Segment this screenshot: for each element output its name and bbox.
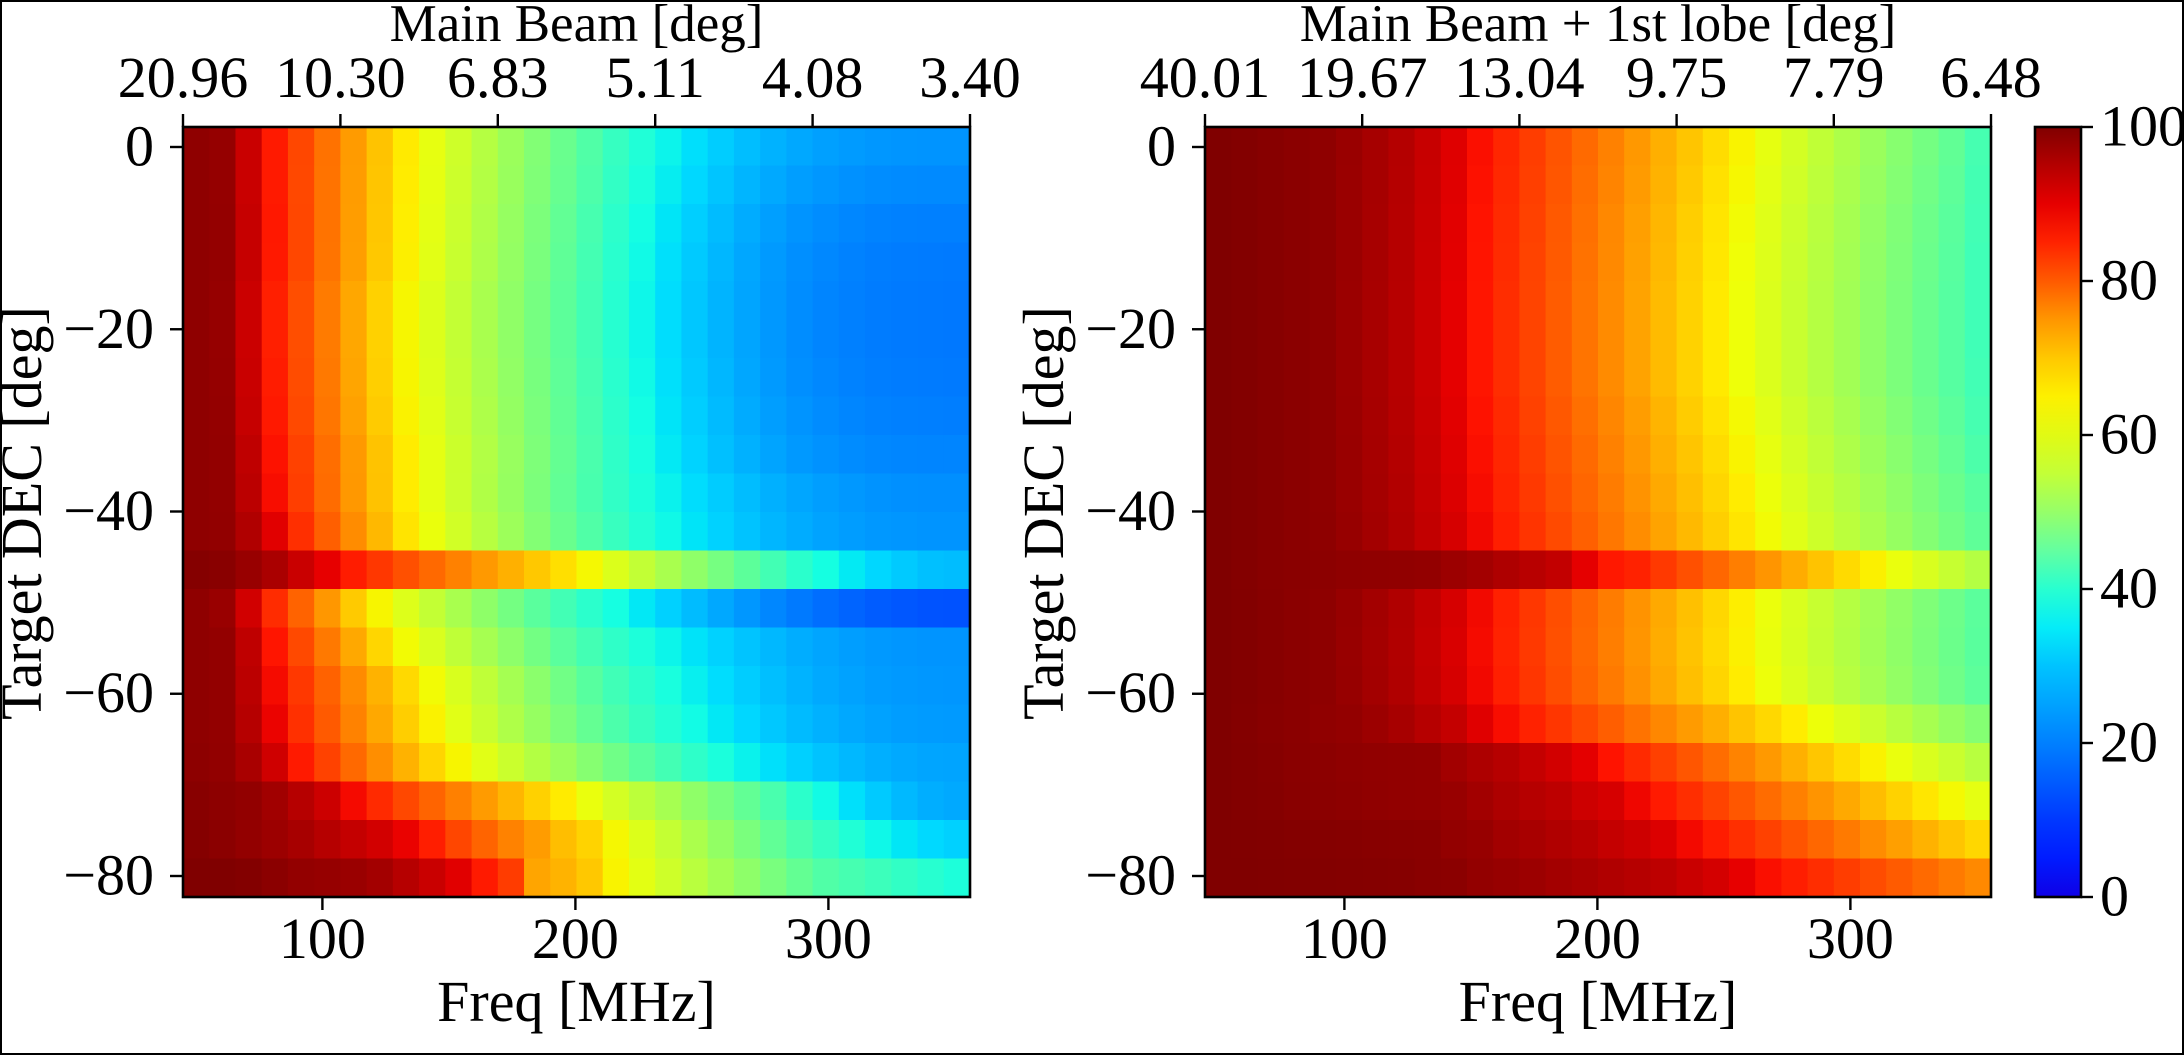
- svg-text:−60: −60: [63, 660, 154, 725]
- svg-text:40: 40: [2100, 556, 2158, 621]
- svg-text:0: 0: [125, 114, 154, 179]
- svg-text:200: 200: [532, 906, 619, 971]
- svg-text:19.67: 19.67: [1297, 45, 1428, 110]
- svg-text:13.04: 13.04: [1454, 45, 1585, 110]
- svg-text:−80: −80: [1085, 843, 1176, 908]
- svg-text:−20: −20: [63, 296, 154, 361]
- svg-text:−60: −60: [1085, 660, 1176, 725]
- svg-text:0: 0: [1147, 114, 1176, 179]
- svg-text:300: 300: [1807, 906, 1894, 971]
- svg-text:7.79: 7.79: [1783, 45, 1885, 110]
- svg-text:Main Beam + 1st lobe [deg]: Main Beam + 1st lobe [deg]: [1300, 0, 1897, 53]
- svg-text:100: 100: [1301, 906, 1388, 971]
- svg-text:−40: −40: [63, 478, 154, 543]
- svg-text:100: 100: [2100, 94, 2184, 159]
- svg-text:Target DEC [deg]: Target DEC [deg]: [1011, 306, 1076, 720]
- svg-text:80: 80: [2100, 248, 2158, 313]
- svg-text:10.30: 10.30: [275, 45, 406, 110]
- svg-text:40.01: 40.01: [1140, 45, 1271, 110]
- svg-text:300: 300: [785, 906, 872, 971]
- svg-text:20.96: 20.96: [118, 45, 249, 110]
- svg-text:20: 20: [2100, 710, 2158, 775]
- svg-text:6.83: 6.83: [447, 45, 549, 110]
- svg-text:−20: −20: [1085, 296, 1176, 361]
- svg-text:60: 60: [2100, 402, 2158, 467]
- svg-text:100: 100: [279, 906, 366, 971]
- svg-text:Main Beam [deg]: Main Beam [deg]: [390, 0, 764, 53]
- svg-text:0: 0: [2100, 864, 2129, 929]
- svg-text:Target DEC [deg]: Target DEC [deg]: [0, 306, 54, 720]
- svg-text:5.11: 5.11: [606, 45, 705, 110]
- svg-text:3.40: 3.40: [919, 45, 1021, 110]
- svg-text:200: 200: [1554, 906, 1641, 971]
- svg-text:9.75: 9.75: [1626, 45, 1728, 110]
- svg-text:Freq [MHz]: Freq [MHz]: [437, 969, 716, 1034]
- svg-text:4.08: 4.08: [762, 45, 864, 110]
- svg-text:−40: −40: [1085, 478, 1176, 543]
- svg-text:6.48: 6.48: [1940, 45, 2042, 110]
- svg-text:−80: −80: [63, 843, 154, 908]
- svg-text:Freq [MHz]: Freq [MHz]: [1459, 969, 1738, 1034]
